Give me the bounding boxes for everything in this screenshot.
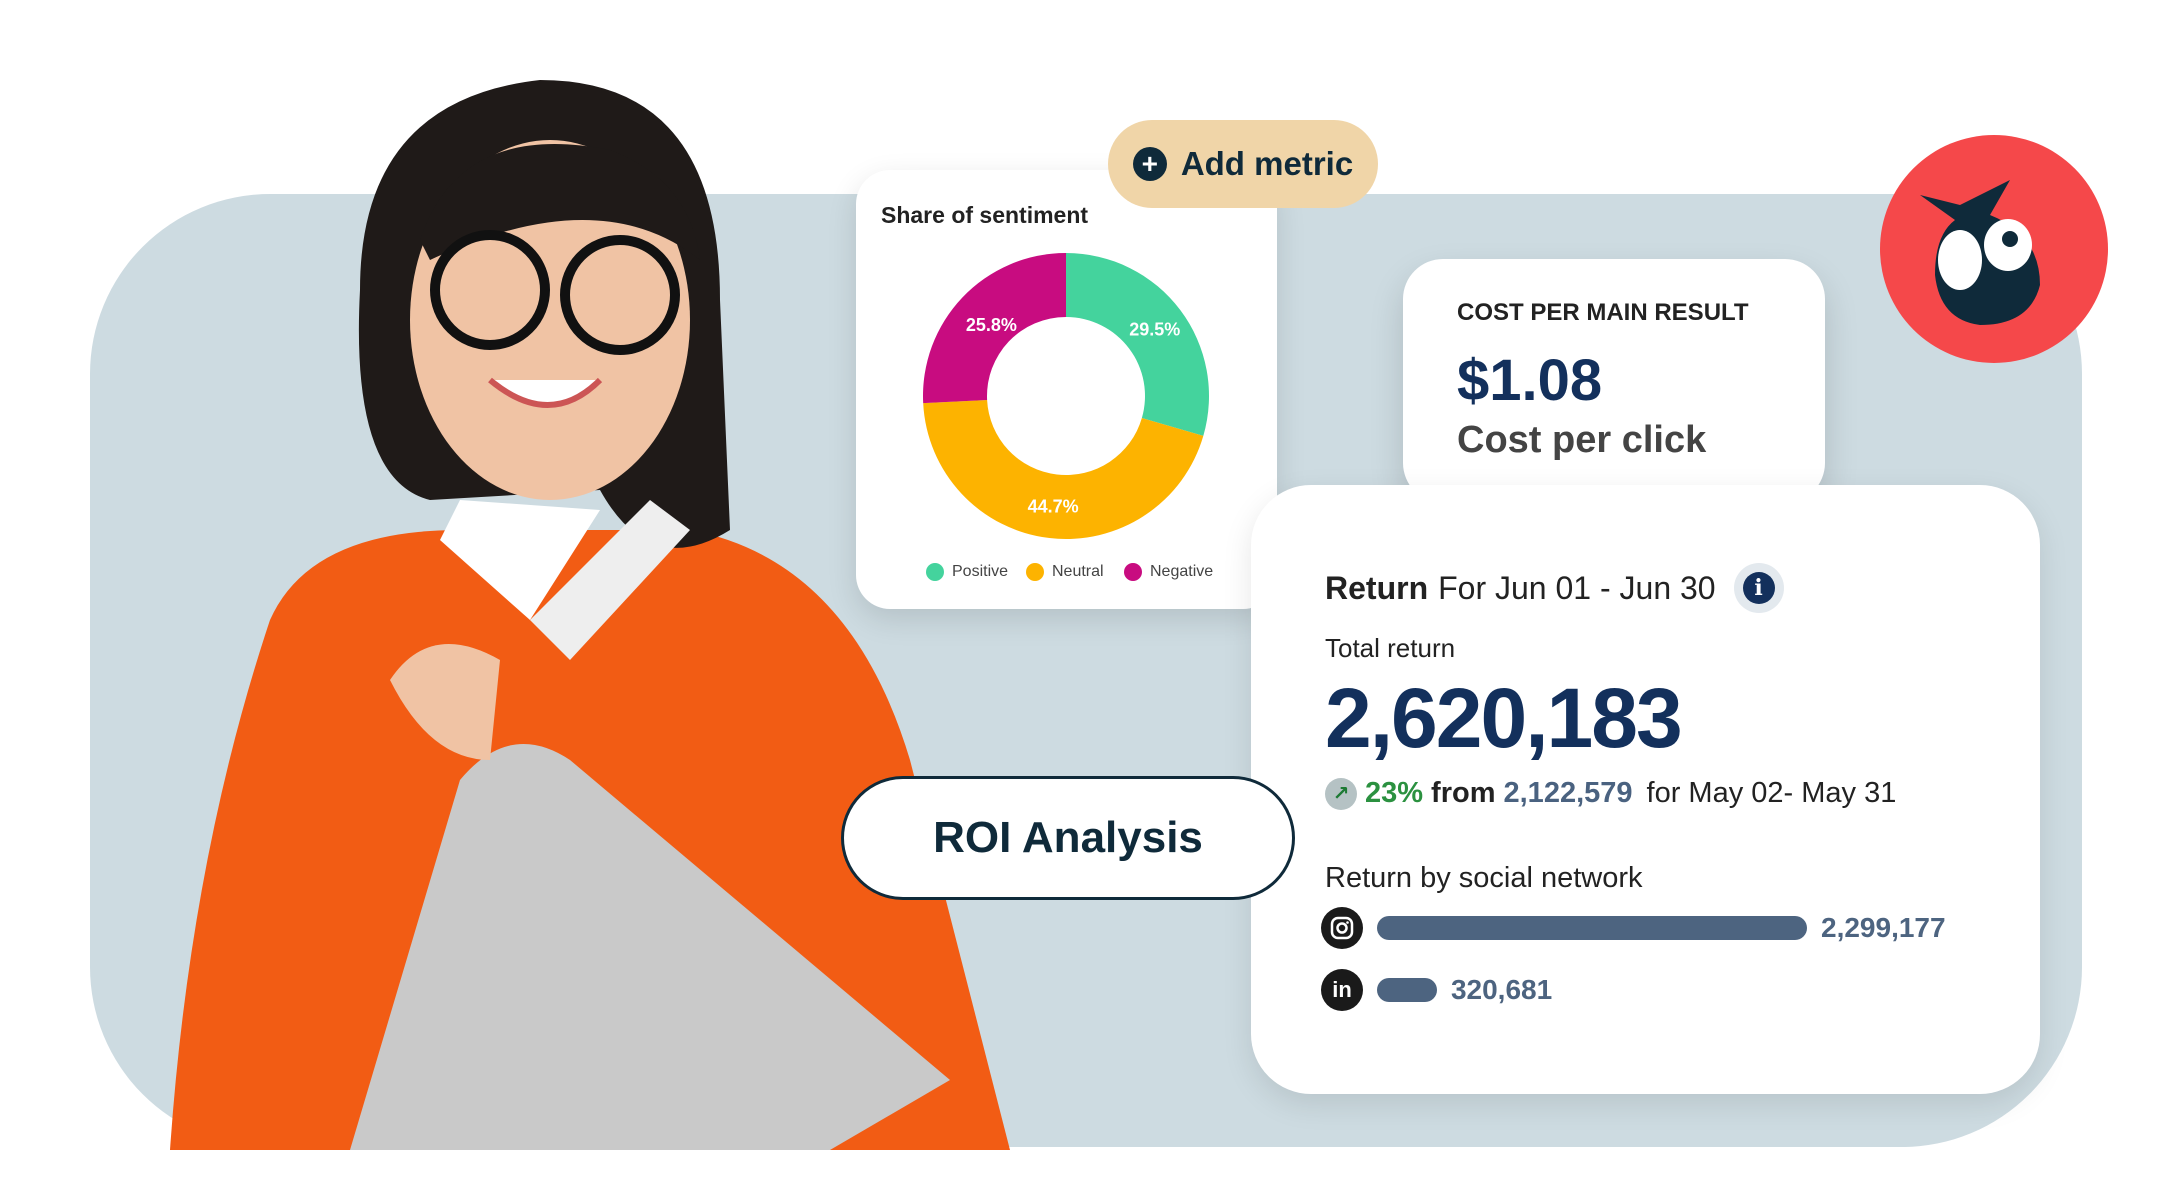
donut-label: 25.8% bbox=[966, 315, 1017, 335]
add-metric-label: Add metric bbox=[1180, 145, 1354, 182]
roi-label: ROI Analysis bbox=[933, 813, 1203, 862]
plus-circle-icon: + bbox=[1132, 147, 1167, 181]
sentiment-title: Share of sentiment bbox=[881, 202, 1089, 228]
legend-swatch bbox=[1124, 563, 1142, 581]
cost-label: COST PER MAIN RESULT bbox=[1457, 299, 1749, 326]
roi-analysis-pill[interactable]: ROI Analysis bbox=[841, 776, 1295, 900]
network-bar bbox=[1377, 978, 1437, 1002]
from-label: from bbox=[1431, 777, 1496, 809]
return-range: For Jun 01 - Jun 30 bbox=[1438, 569, 1716, 606]
woman-with-laptop-photo bbox=[170, 80, 1010, 1150]
network-label: Return by social network bbox=[1325, 862, 1643, 894]
network-bar bbox=[1377, 916, 1807, 940]
info-icon: i bbox=[1742, 572, 1775, 604]
donut-slice-positive bbox=[1066, 253, 1209, 436]
network-row-linkedin: in 320,681 bbox=[1321, 969, 1552, 1011]
instagram-icon bbox=[1321, 907, 1363, 949]
sentiment-donut-chart: 29.5% 44.7% 25.8% bbox=[923, 253, 1209, 539]
legend-neutral: Neutral bbox=[1026, 563, 1104, 581]
linkedin-icon: in bbox=[1321, 969, 1363, 1011]
arrow-up-right-icon: ↗ bbox=[1325, 777, 1357, 810]
legend-negative: Negative bbox=[1124, 563, 1213, 581]
owl-logo bbox=[1880, 135, 2108, 363]
legend-positive: Positive bbox=[926, 563, 1008, 581]
legend-label: Neutral bbox=[1052, 563, 1104, 580]
return-change: ↗ 23% from 2,122,579 for May 02- May 31 bbox=[1325, 777, 1896, 810]
owl-icon bbox=[1920, 180, 2040, 325]
previous-value: 2,122,579 bbox=[1503, 777, 1633, 809]
return-header: Return For Jun 01 - Jun 30 i bbox=[1325, 563, 1784, 613]
total-return-value: 2,620,183 bbox=[1325, 671, 1683, 765]
legend-swatch bbox=[926, 563, 944, 581]
change-percent: 23% bbox=[1365, 777, 1424, 809]
donut-label: 44.7% bbox=[1028, 496, 1079, 516]
total-return-label: Total return bbox=[1325, 633, 1456, 663]
return-card: Return For Jun 01 - Jun 30 i Total retur… bbox=[1251, 485, 2040, 1094]
info-button[interactable]: i bbox=[1733, 563, 1784, 613]
add-metric-button[interactable]: + Add metric bbox=[1108, 120, 1378, 208]
network-value: 2,299,177 bbox=[1821, 912, 1946, 943]
donut-slice-neutral bbox=[923, 399, 1204, 539]
network-value: 320,681 bbox=[1450, 974, 1553, 1005]
legend-swatch bbox=[1026, 563, 1044, 581]
cost-sublabel: Cost per click bbox=[1457, 419, 1707, 461]
previous-range: for May 02- May 31 bbox=[1646, 777, 1897, 809]
donut-label: 29.5% bbox=[1129, 319, 1180, 339]
cost-per-result-card: COST PER MAIN RESULT $1.08 Cost per clic… bbox=[1403, 259, 1825, 503]
legend-label: Positive bbox=[952, 563, 1009, 580]
donut-slice-negative bbox=[923, 253, 1066, 404]
cost-value: $1.08 bbox=[1457, 348, 1603, 413]
network-row-instagram: 2,299,177 bbox=[1321, 907, 1946, 949]
legend-label: Negative bbox=[1150, 563, 1214, 580]
return-title: Return bbox=[1325, 569, 1429, 606]
sentiment-card: Share of sentiment 29.5% 44.7% 25.8% Posit… bbox=[856, 170, 1277, 609]
